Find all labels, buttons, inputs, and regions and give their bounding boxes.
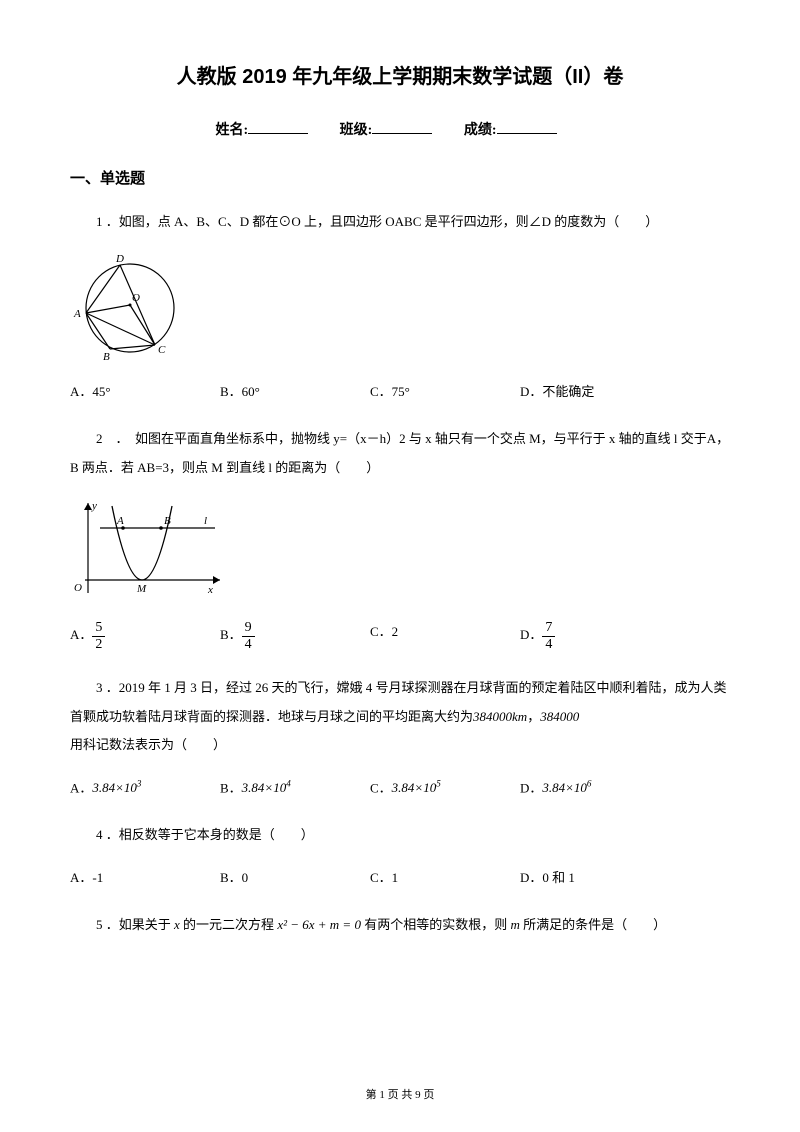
q1-opt-d: D．不能确定: [520, 380, 670, 403]
q2-opt-d: D．74: [520, 620, 670, 652]
q4-opt-a: A．-1: [70, 866, 220, 889]
q2-opt-c: C．2: [370, 620, 520, 652]
student-info-line: 姓名: 班级: 成绩:: [70, 119, 730, 139]
exam-title: 人教版 2019 年九年级上学期期末数学试题（II）卷: [70, 60, 730, 89]
q1-opt-c: C．75°: [370, 380, 520, 403]
question-3: 3 ．2019 年 1 月 3 日，经过 26 天的飞行，嫦娥 4 号月球探测器…: [70, 674, 730, 760]
question-1: 1 ．如图，点 A、B、C、D 都在⊙O 上，且四边形 OABC 是平行四边形，…: [70, 208, 730, 237]
svg-text:x: x: [207, 584, 213, 596]
figure-q1-circle: O A B C D: [70, 253, 730, 368]
svg-text:B: B: [164, 515, 171, 527]
svg-text:B: B: [103, 351, 110, 363]
q1-opt-a: A．45°: [70, 380, 220, 403]
q2-opt-b: B．94: [220, 620, 370, 652]
svg-text:M: M: [136, 583, 147, 595]
score-label: 成绩:: [464, 123, 497, 138]
q1-options: A．45° B．60° C．75° D．不能确定: [70, 380, 730, 403]
svg-text:l: l: [204, 515, 207, 527]
q3-opt-a: A．3.84×103: [70, 776, 220, 800]
class-label: 班级:: [340, 123, 373, 138]
parabola-diagram: A B l O M x y: [70, 498, 230, 603]
question-2: 2 ． 如图在平面直角坐标系中，抛物线 y=（x－h）2 与 x 轴只有一个交点…: [70, 425, 730, 482]
question-5: 5 ．如果关于 x 的一元二次方程 x² − 6x + m = 0 有两个相等的…: [70, 911, 730, 940]
q3-opt-c: C．3.84×105: [370, 776, 520, 800]
svg-text:y: y: [91, 500, 97, 512]
svg-text:O: O: [74, 582, 82, 594]
name-blank: [248, 133, 308, 134]
svg-text:O: O: [132, 292, 140, 304]
q2-opt-a: A．52: [70, 620, 220, 652]
svg-text:D: D: [115, 253, 124, 265]
name-label: 姓名:: [215, 123, 248, 138]
q4-opt-c: C．1: [370, 866, 520, 889]
q1-opt-b: B．60°: [220, 380, 370, 403]
svg-text:C: C: [158, 344, 166, 356]
question-4: 4 ．相反数等于它本身的数是（ ）: [70, 821, 730, 850]
score-blank: [497, 133, 557, 134]
figure-q2-parabola: A B l O M x y: [70, 498, 730, 608]
q2-options: A．52 B．94 C．2 D．74: [70, 620, 730, 652]
q3-opt-d: D．3.84×106: [520, 776, 670, 800]
circle-diagram: O A B C D: [70, 253, 200, 363]
q4-options: A．-1 B．0 C．1 D．0 和 1: [70, 866, 730, 889]
q4-opt-b: B．0: [220, 866, 370, 889]
svg-text:A: A: [116, 515, 124, 527]
q3-options: A．3.84×103 B．3.84×104 C．3.84×105 D．3.84×…: [70, 776, 730, 800]
section-1-title: 一、单选题: [70, 167, 730, 188]
q3-opt-b: B．3.84×104: [220, 776, 370, 800]
page-footer: 第 1 页 共 9 页: [0, 1086, 800, 1102]
svg-text:A: A: [73, 308, 81, 320]
class-blank: [372, 133, 432, 134]
q4-opt-d: D．0 和 1: [520, 866, 670, 889]
